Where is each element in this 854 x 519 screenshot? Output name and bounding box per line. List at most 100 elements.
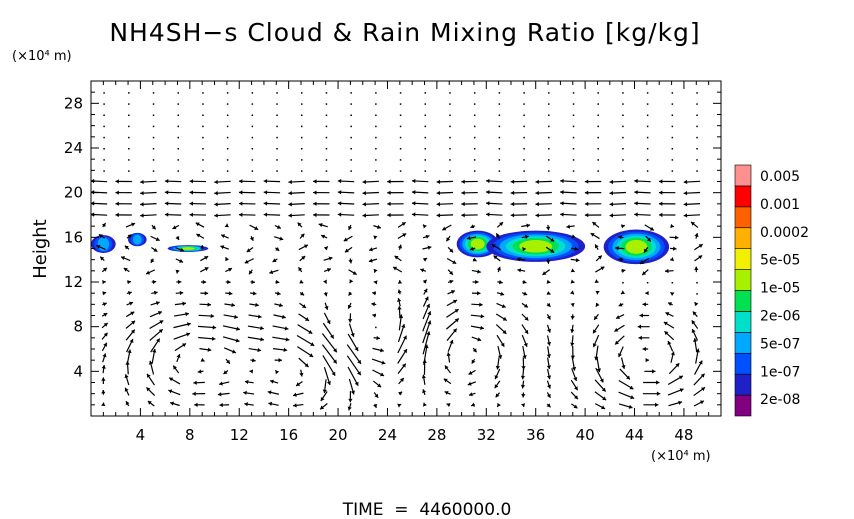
colorbar-swatch: [734, 206, 752, 229]
wind-vector: [683, 213, 701, 218]
wind-vector: [668, 400, 683, 407]
wind-head: [466, 235, 471, 241]
wind-head: [326, 381, 331, 385]
wind-head: [426, 331, 431, 336]
wind-dot: [671, 282, 674, 284]
wind-head: [461, 179, 465, 184]
wind-head: [535, 179, 539, 184]
wind-head: [570, 315, 575, 320]
wind-head: [204, 267, 209, 271]
wind-vector: [198, 313, 215, 319]
wind-vector: [693, 386, 706, 397]
wind-head: [642, 346, 646, 352]
wind-dot: [449, 159, 451, 161]
wind-head: [331, 371, 336, 376]
wind-head: [285, 337, 290, 342]
wind-vector: [584, 190, 602, 195]
wind-head: [542, 271, 547, 275]
wind-vector: [123, 267, 130, 273]
wind-vector: [664, 268, 674, 274]
wind-dot: [103, 170, 105, 172]
wind-dot: [424, 148, 427, 150]
wind-dot: [128, 136, 130, 139]
wind-head: [337, 212, 342, 217]
colorbar-swatch: [734, 311, 752, 333]
wind-vector: [151, 224, 157, 230]
wind-vector: [347, 366, 359, 387]
wind-vector: [570, 279, 575, 284]
wind-vector: [99, 256, 105, 262]
wind-vector: [461, 179, 478, 184]
wind-head: [443, 378, 448, 383]
wind-vector: [663, 321, 675, 329]
wind-vector: [694, 266, 699, 273]
wind-vector: [486, 178, 503, 184]
wind-head: [164, 212, 169, 217]
wind-head: [634, 178, 638, 184]
wind-vector: [324, 302, 329, 310]
wind-vector: [250, 291, 257, 296]
wind-vector: [362, 179, 379, 185]
wind-vector: [225, 358, 231, 365]
wind-dot: [226, 170, 229, 172]
x-tick-label: 48: [674, 426, 693, 444]
wind-vector: [546, 279, 551, 284]
wind-vector: [348, 313, 353, 323]
wind-head: [678, 375, 683, 380]
wind-vector: [644, 224, 655, 231]
wind-head: [348, 319, 353, 323]
wind-vector: [214, 202, 231, 207]
wind-vector: [618, 346, 624, 358]
wind-vector: [200, 357, 205, 362]
wind-dot: [449, 114, 451, 116]
wind-dot: [696, 159, 698, 161]
wind-vector: [584, 201, 602, 207]
wind-vector: [125, 311, 135, 318]
wind-head: [249, 369, 254, 374]
wind-vector: [322, 355, 336, 377]
wind-vector: [571, 234, 576, 239]
wind-vector: [669, 257, 674, 262]
wind-vector: [319, 403, 328, 410]
wind-vector: [250, 358, 256, 363]
wind-head: [131, 222, 136, 227]
wind-head: [523, 303, 528, 308]
wind-head: [350, 390, 355, 395]
wind-head: [656, 380, 660, 385]
wind-head: [373, 235, 378, 240]
wind-vector: [422, 257, 428, 262]
wind-vector: [642, 391, 661, 396]
wind-vector: [126, 301, 134, 306]
wind-head: [621, 268, 626, 273]
y-axis: 4 8 12 16 20 24 28: [64, 91, 721, 406]
wind-vector: [348, 258, 353, 264]
wind-head: [535, 202, 539, 207]
wind-head: [584, 190, 589, 195]
wind-shaft: [346, 344, 362, 365]
wind-dot: [325, 125, 328, 128]
wind-vector: [521, 234, 529, 239]
wind-vector: [546, 313, 551, 320]
wind-vector: [615, 246, 625, 251]
wind-vector: [373, 392, 379, 399]
wind-head: [522, 279, 527, 285]
wind-dot: [622, 125, 624, 128]
wind-vector: [595, 302, 600, 308]
wind-vector: [620, 290, 626, 295]
wind-head: [609, 213, 614, 218]
wind-head: [372, 313, 377, 318]
wind-head: [634, 190, 638, 195]
wind-head: [278, 358, 282, 363]
wind-vector: [189, 190, 206, 195]
wind-vector: [248, 314, 262, 319]
wind-head: [248, 270, 253, 275]
wind-vector: [411, 190, 429, 195]
wind-vector: [174, 301, 187, 306]
wind-head: [263, 201, 268, 206]
wind-head: [354, 346, 359, 351]
wind-dot: [671, 103, 674, 105]
wind-head: [227, 279, 231, 285]
wind-head: [683, 179, 688, 185]
wind-vector: [609, 190, 626, 196]
